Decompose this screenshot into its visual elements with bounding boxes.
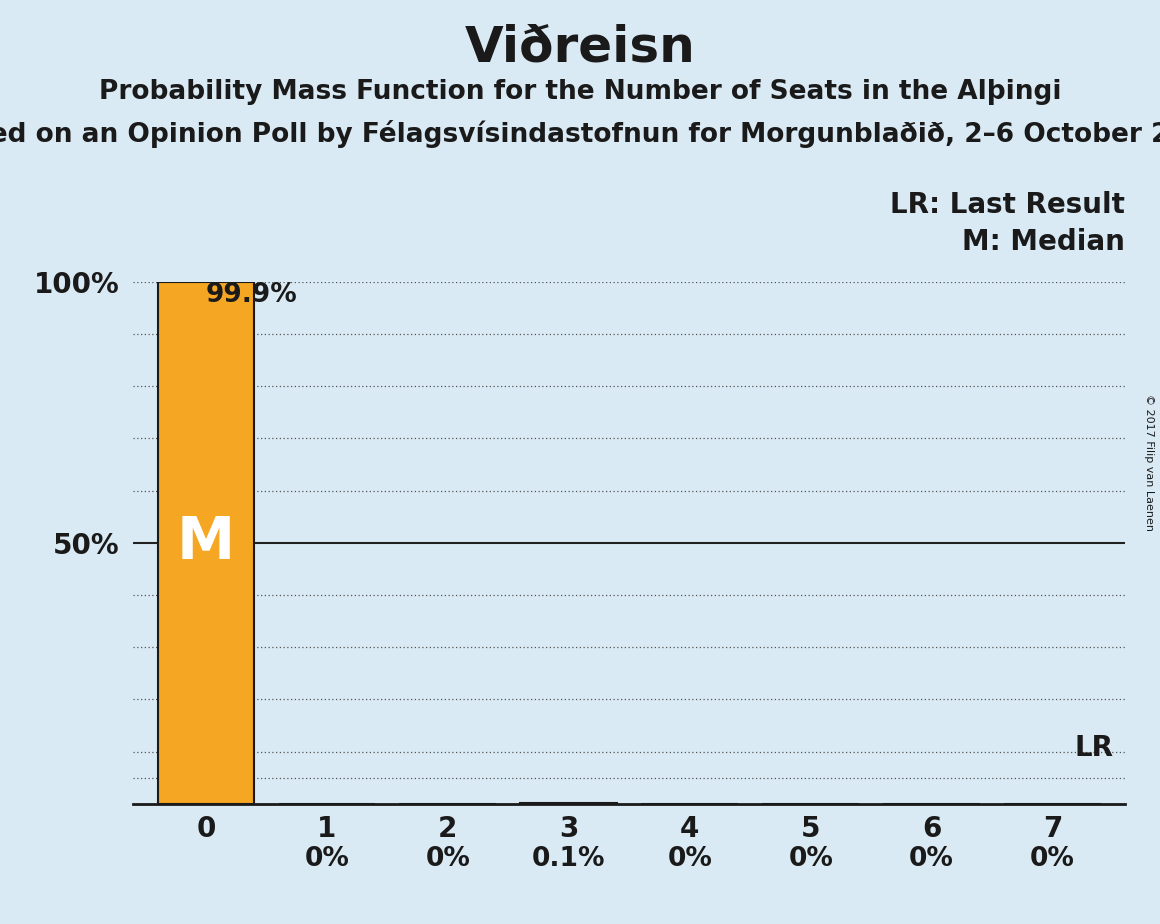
Bar xyxy=(158,283,254,804)
Text: 0%: 0% xyxy=(667,845,712,871)
Text: Probability Mass Function for the Number of Seats in the Alþingi: Probability Mass Function for the Number… xyxy=(99,79,1061,104)
Text: 0%: 0% xyxy=(304,845,349,871)
Text: M: Median: M: Median xyxy=(963,227,1125,256)
Text: 0%: 0% xyxy=(909,845,955,871)
Text: Viðreisn: Viðreisn xyxy=(465,23,695,71)
Text: 0%: 0% xyxy=(789,845,833,871)
Text: © 2017 Filip van Laenen: © 2017 Filip van Laenen xyxy=(1144,394,1154,530)
Text: LR: LR xyxy=(1074,734,1114,762)
Text: M: M xyxy=(177,515,235,571)
Text: 0.1%: 0.1% xyxy=(532,845,606,871)
Text: 99.9%: 99.9% xyxy=(206,283,298,309)
Text: LR: Last Result: LR: Last Result xyxy=(891,191,1125,219)
Text: 0%: 0% xyxy=(1030,845,1075,871)
Text: 0%: 0% xyxy=(426,845,470,871)
Text: Based on an Opinion Poll by Félagsvísindastofnun for Morgunblaðið, 2–6 October 2: Based on an Opinion Poll by Félagsvísind… xyxy=(0,120,1160,148)
